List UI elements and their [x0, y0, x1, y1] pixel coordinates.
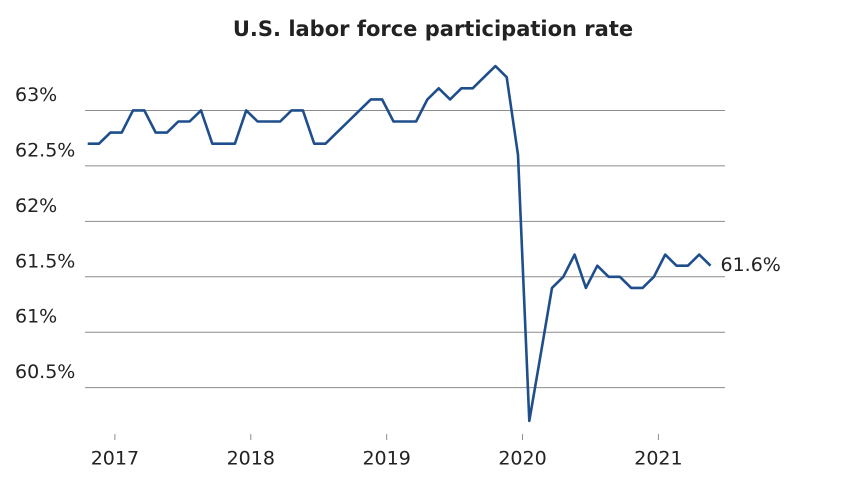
- data-line: [87, 64, 712, 423]
- x-tick-label: 2020: [498, 448, 546, 470]
- y-tick-label: 62.5%: [15, 139, 75, 161]
- end-label: 61.6%: [721, 254, 781, 276]
- x-tick-label: 2019: [362, 448, 410, 470]
- y-tick-label: 63%: [15, 84, 57, 106]
- y-tick-label: 61.5%: [15, 250, 75, 272]
- y-tick-label: 60.5%: [15, 361, 75, 383]
- y-tick-label: 62%: [15, 195, 57, 217]
- x-tick-label: 2018: [227, 448, 275, 470]
- x-tick-label: 2021: [634, 448, 682, 470]
- y-tick-label: 61%: [15, 306, 57, 328]
- chart-title: U.S. labor force participation rate: [233, 17, 633, 41]
- x-tick-label: 2017: [91, 448, 139, 470]
